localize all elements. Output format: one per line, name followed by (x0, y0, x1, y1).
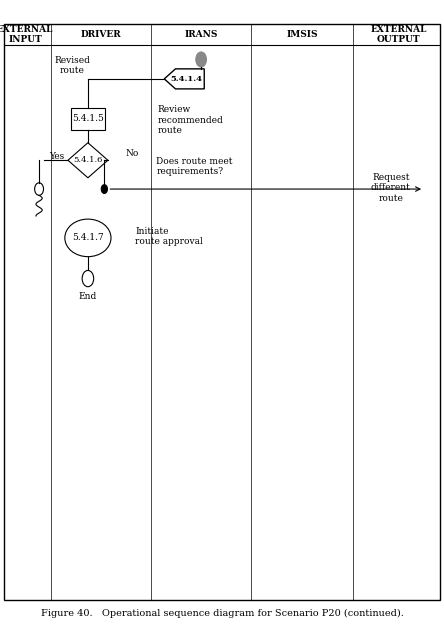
Ellipse shape (65, 219, 111, 257)
Text: Initiate
route approval: Initiate route approval (135, 227, 203, 246)
Text: EXTERNAL
INPUT: EXTERNAL INPUT (0, 25, 54, 44)
Text: End: End (79, 292, 97, 300)
Circle shape (35, 183, 44, 195)
Text: Review
recommended
route: Review recommended route (158, 105, 223, 135)
Text: 5.4.1.7: 5.4.1.7 (72, 233, 104, 242)
Text: 5.4.1.6: 5.4.1.6 (73, 156, 103, 164)
Text: No: No (126, 150, 139, 158)
Circle shape (82, 270, 94, 287)
Circle shape (101, 185, 107, 193)
Text: Revised
route: Revised route (55, 56, 90, 75)
Circle shape (196, 52, 206, 67)
Bar (71, 108, 105, 130)
Text: IMSIS: IMSIS (286, 30, 317, 39)
Text: DRIVER: DRIVER (81, 30, 122, 39)
Polygon shape (68, 143, 108, 178)
Text: 5.4.1.5: 5.4.1.5 (72, 115, 104, 123)
Polygon shape (164, 69, 204, 89)
Text: IRANS: IRANS (184, 30, 218, 39)
Text: Yes: Yes (49, 152, 64, 161)
Text: Does route meet
requirements?: Does route meet requirements? (156, 157, 233, 176)
Text: 5.4.1.4: 5.4.1.4 (170, 75, 202, 83)
Text: EXTERNAL
OUTPUT: EXTERNAL OUTPUT (370, 25, 427, 44)
Text: Figure 40.   Operational sequence diagram for Scenario P20 (continued).: Figure 40. Operational sequence diagram … (40, 609, 404, 618)
Text: Request
different
route: Request different route (371, 173, 411, 203)
